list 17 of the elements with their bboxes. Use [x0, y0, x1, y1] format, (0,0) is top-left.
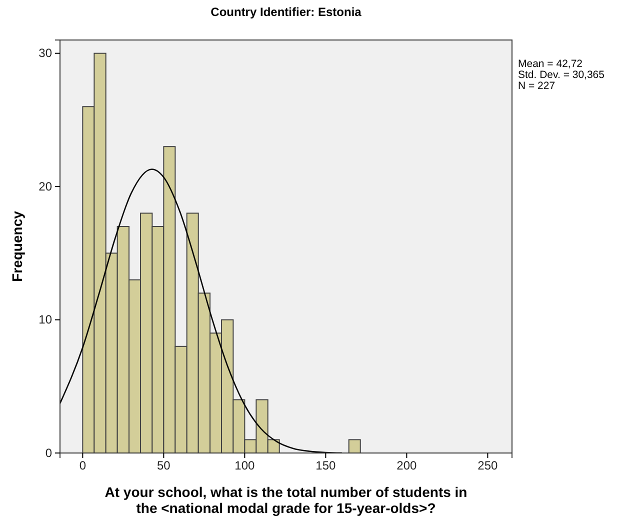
text: Mean = 42,72: [518, 58, 583, 70]
x-tick-label: 0: [79, 458, 86, 473]
y-tick-label: 30: [38, 46, 52, 60]
y-tick-label: 20: [38, 179, 52, 194]
x-tick-label: 100: [234, 458, 256, 473]
x-tick-label: 150: [316, 458, 336, 473]
x-tick-label: 250: [478, 458, 498, 473]
chart-title: Country Identifier: Estonia: [210, 5, 362, 19]
line-series: [59, 168, 343, 454]
text: Std. Dev. = 30,365: [518, 69, 605, 81]
text: N = 227: [518, 80, 556, 92]
x-tick-label: 50: [157, 458, 171, 473]
y-tick-label: 0: [45, 446, 52, 460]
x-tick-label: 200: [396, 458, 418, 473]
x-axis-title: At your school, what is the total number of students in the <national modal grade for 15-year-olds>?: [104, 484, 468, 516]
y-axis-title: Frequency: [9, 210, 25, 282]
y-tick-label: 10: [38, 312, 52, 327]
